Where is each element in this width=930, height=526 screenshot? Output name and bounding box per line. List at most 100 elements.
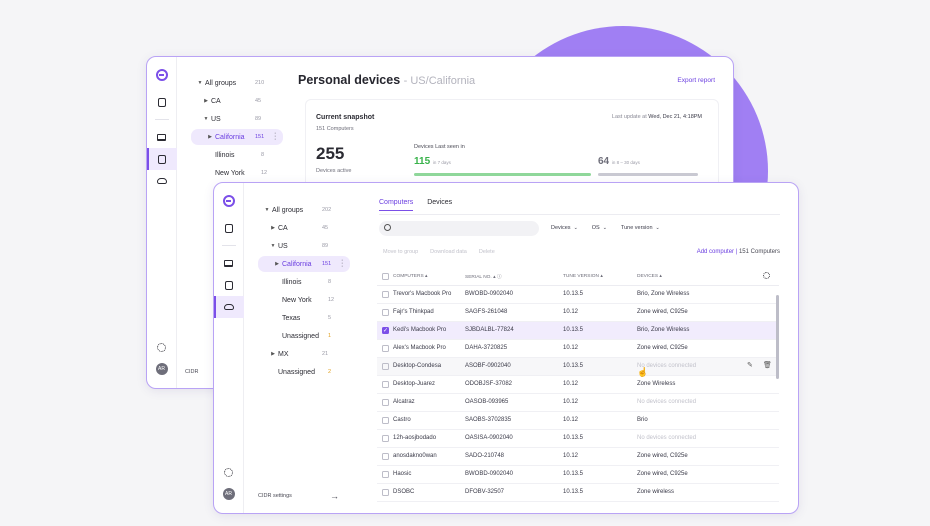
tune-version: 10.13.5 (563, 357, 637, 376)
serial-number: OASOB-093965 (465, 393, 563, 412)
nav-personal-devices[interactable] (147, 148, 177, 170)
export-report-link[interactable]: Export report (677, 77, 715, 84)
tree-item-ca[interactable]: ▶ CA 45 (204, 97, 262, 105)
older-devices: 64 in 8 – 30 days (598, 156, 640, 167)
tree-item-unassigned[interactable]: Unassigned 2 (278, 365, 331, 379)
older-value: 64 (598, 156, 610, 167)
tree-item-california[interactable]: ▶ California 151 (208, 133, 265, 141)
column-tune-version[interactable]: TUNE VERSION ▴ (563, 269, 637, 286)
table-row[interactable]: Desktop-Juarez ODOBJSF-37082 10.12 Zone Wir… (377, 375, 779, 394)
nav-profile[interactable]: AR (214, 483, 244, 505)
nav-settings[interactable] (214, 461, 244, 483)
cloud-icon (223, 304, 234, 310)
table-row[interactable]: ✓ Kedi's Macbook Pro SJBDALBL-77824 10.13.5… (377, 321, 779, 340)
filter-os[interactable]: OS ⌄ (591, 225, 607, 231)
table-row[interactable]: Alcatraz OASOB-093965 10.12 No devices conn… (377, 393, 779, 412)
table-row[interactable]: Castro SAOBS-3702835 10.12 Brio (377, 411, 779, 430)
computer-name: Trevor's Macbook Pro (393, 285, 465, 304)
tree-label: Texas (282, 314, 301, 322)
row-checkbox[interactable] (382, 398, 389, 406)
row-checkbox[interactable] (382, 416, 389, 424)
nav-cloud[interactable] (147, 170, 177, 192)
logo-icon[interactable] (155, 69, 168, 81)
table-row[interactable]: 12h-aosjbodado OASISA-0902040 10.13.5 No de… (377, 429, 779, 448)
row-actions (763, 375, 779, 394)
search-input[interactable] (379, 221, 539, 236)
tree-item-new-york[interactable]: New York 12 (215, 166, 267, 180)
column-computers[interactable]: COMPUTERS ▴ (393, 269, 465, 286)
row-checkbox[interactable] (382, 470, 389, 478)
tab-bar: Computers Devices (379, 199, 452, 211)
row-actions (763, 303, 779, 322)
tab-divider (379, 214, 780, 215)
row-checkbox[interactable] (382, 380, 389, 388)
nav-cloud[interactable] (214, 296, 244, 318)
nav-computers[interactable] (214, 252, 244, 274)
cidr-settings-bar[interactable]: CIDR settings → (258, 491, 339, 501)
row-checkbox[interactable] (382, 488, 389, 496)
tree-item-us[interactable]: ▼ US 89 (270, 242, 329, 250)
computer-name: Alcatraz (393, 393, 465, 412)
row-checkbox[interactable] (382, 434, 389, 442)
arrow-right-icon[interactable]: → (329, 491, 339, 501)
tree-item-ca[interactable]: ▶ CA 45 (271, 224, 329, 232)
devices: Zone Wireless (637, 375, 763, 394)
column-serial[interactable]: SERIAL NO. ▴ ⓘ (465, 269, 563, 286)
filter-tune-version[interactable]: Tune version ⌄ (620, 225, 660, 231)
row-checkbox[interactable] (382, 344, 389, 352)
delete-button[interactable]: Delete (478, 249, 495, 255)
filter-bar: Devices ⌄ OS ⌄ Tune version ⌄ (551, 225, 660, 231)
serial-number: DAHA-3720825 (465, 339, 563, 358)
column-devices[interactable]: DEVICES ▴ (637, 269, 763, 286)
nav-settings[interactable] (147, 336, 177, 358)
download-data-button[interactable]: Download data (430, 249, 467, 255)
scrollbar[interactable] (776, 295, 779, 379)
cidr-settings-label[interactable]: CIDR settings (258, 493, 292, 499)
cidr-settings-link[interactable]: CIDR (185, 365, 198, 379)
row-checkbox[interactable] (382, 362, 389, 370)
row-checkbox[interactable] (382, 452, 389, 460)
table-row[interactable]: Alex's Macbook Pro DAHA-3720825 10.12 Zone … (377, 339, 779, 358)
front-window: AR ▼ All groups 202 ▶ CA 45 ▼ US 89 ▶ Californi… (213, 182, 799, 514)
tree-item-unassigned-us[interactable]: Unassigned 1 (282, 329, 331, 343)
row-actions (763, 483, 779, 502)
tree-item-illinois[interactable]: Illinois 8 (282, 275, 331, 289)
add-computer-button[interactable]: Add computer (696, 249, 735, 255)
nav-computers[interactable] (147, 126, 177, 148)
nav-documents[interactable] (214, 217, 244, 239)
row-checkbox[interactable] (382, 290, 389, 298)
table-row[interactable]: anosdakno0wan SADO-210748 10.12 Zone wired,… (377, 447, 779, 466)
tree-item-texas[interactable]: Texas 5 (282, 311, 331, 325)
more-options-icon[interactable]: · · · (274, 130, 277, 143)
trash-icon[interactable]: 🗑 (763, 362, 772, 369)
table-row[interactable]: Trevor's Macbook Pro BWOBD-0902040 10.13.5… (377, 285, 779, 304)
tree-item-us[interactable]: ▼ US 89 (203, 115, 262, 123)
tab-computers[interactable]: Computers (379, 199, 414, 211)
tree-item-california[interactable]: ▶ California 151 (275, 260, 332, 268)
tree-item-all-groups[interactable]: ▼ All groups 210 (197, 79, 265, 87)
gear-icon (224, 467, 233, 477)
filter-devices[interactable]: Devices ⌄ (551, 225, 578, 231)
tree-item-illinois[interactable]: Illinois 8 (215, 148, 264, 162)
row-checkbox[interactable] (382, 308, 389, 316)
move-to-group-button[interactable]: Move to group (383, 249, 419, 255)
tab-devices[interactable]: Devices (427, 199, 453, 206)
table-row[interactable]: Fajr's Thinkpad SAGFS-261048 10.12 Zone wir… (377, 303, 779, 322)
nav-profile[interactable]: AR (147, 358, 177, 380)
logo-icon[interactable] (222, 195, 235, 207)
more-options-icon[interactable]: · · · (341, 257, 344, 270)
table-row[interactable]: Desktop-Condesa ASOBF-0902040 10.13.5 No de… (377, 357, 779, 376)
tree-item-mx[interactable]: ▶ MX 21 (271, 350, 329, 358)
select-all-checkbox[interactable] (382, 273, 389, 281)
computer-name: Castro (393, 411, 465, 430)
tree-item-all-groups[interactable]: ▼ All groups 202 (264, 206, 332, 214)
nav-documents[interactable] (147, 91, 177, 113)
edit-icon[interactable]: ✎ (747, 362, 753, 369)
table-row[interactable]: DSOBC DFOBV-32507 10.13.5 Zone wireless (377, 483, 779, 502)
nav-personal-devices[interactable] (214, 274, 244, 296)
column-settings[interactable] (763, 269, 779, 286)
tree-label: Unassigned (282, 332, 319, 340)
row-checkbox[interactable]: ✓ (382, 326, 389, 334)
tree-item-new-york[interactable]: New York 12 (282, 293, 334, 307)
table-row[interactable]: Haosic BWOBD-0902040 10.13.5 Zone wired, C9… (377, 465, 779, 484)
